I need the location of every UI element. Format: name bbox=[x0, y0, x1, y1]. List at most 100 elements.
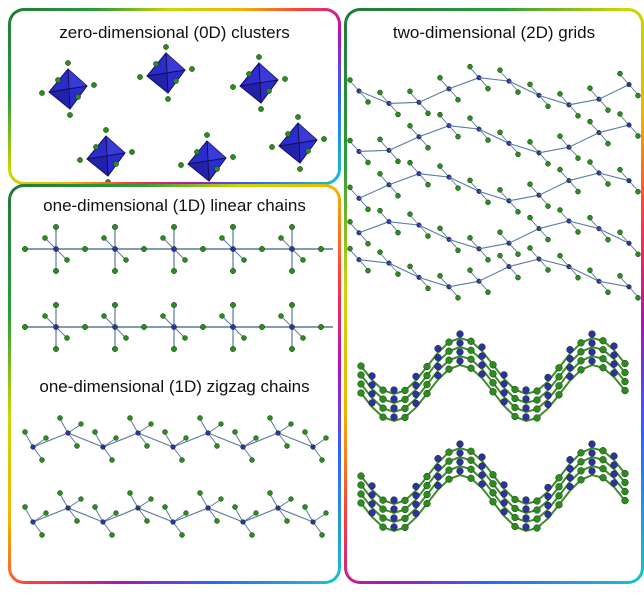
metal-atom bbox=[610, 351, 618, 359]
metal-atom bbox=[412, 399, 420, 408]
metal-atom bbox=[522, 523, 530, 531]
halide-atom bbox=[347, 245, 353, 252]
halide-atom bbox=[437, 75, 443, 81]
halide-atom bbox=[267, 415, 273, 421]
halide-atom bbox=[162, 504, 168, 510]
halide-atom bbox=[160, 313, 166, 319]
halide-atom bbox=[577, 476, 585, 484]
halide-atom bbox=[545, 236, 551, 243]
halide-atom bbox=[377, 136, 383, 143]
halide-atom bbox=[253, 510, 259, 516]
metal-atom bbox=[390, 514, 398, 522]
metal-atom bbox=[500, 398, 508, 406]
halide-atom bbox=[497, 187, 503, 193]
halide-atom bbox=[67, 112, 73, 118]
metal-atom bbox=[478, 370, 486, 378]
halide-atom bbox=[575, 274, 581, 281]
metal-atom bbox=[522, 404, 530, 412]
metal-atom bbox=[368, 491, 376, 499]
halide-atom bbox=[423, 371, 431, 380]
bond bbox=[418, 125, 450, 138]
metal-atom bbox=[522, 505, 530, 513]
metal-atom bbox=[456, 458, 464, 466]
halide-atom bbox=[377, 171, 383, 177]
halide-atom bbox=[599, 456, 607, 464]
octahedron-face bbox=[240, 83, 261, 103]
metal-atom bbox=[588, 330, 596, 338]
bond bbox=[568, 266, 600, 282]
halide-atom bbox=[467, 337, 475, 345]
metal-atom bbox=[368, 399, 376, 407]
metal-atom bbox=[522, 514, 530, 522]
halide-atom bbox=[379, 404, 387, 412]
metal-atom bbox=[610, 369, 618, 377]
metal-atom bbox=[112, 324, 118, 330]
halide-atom bbox=[401, 413, 409, 422]
halide-atom bbox=[300, 335, 306, 341]
bond bbox=[146, 69, 186, 77]
bond bbox=[568, 132, 600, 148]
halide-atom bbox=[497, 67, 503, 73]
halide-atom bbox=[189, 66, 195, 72]
bond bbox=[418, 88, 450, 103]
metal-atom bbox=[412, 372, 420, 381]
halide-atom bbox=[445, 338, 453, 346]
halide-atom bbox=[377, 249, 383, 255]
halide-atom bbox=[347, 219, 353, 225]
halide-atom bbox=[197, 415, 203, 421]
halide-atom bbox=[445, 448, 453, 456]
halide-atom bbox=[182, 257, 188, 263]
halide-atom bbox=[39, 90, 45, 96]
metal-atom bbox=[434, 481, 442, 490]
bond bbox=[269, 418, 279, 434]
halide-atom bbox=[57, 490, 63, 496]
halide-atom bbox=[555, 492, 563, 500]
halide-atom bbox=[467, 474, 475, 482]
halide-atom bbox=[577, 366, 585, 374]
halide-atom bbox=[357, 472, 365, 480]
halide-atom bbox=[74, 518, 80, 524]
metal-atom bbox=[310, 519, 316, 525]
halide-atom bbox=[22, 324, 28, 330]
halide-atom bbox=[635, 133, 641, 139]
bond bbox=[598, 84, 630, 100]
metal-atom bbox=[30, 444, 36, 450]
halide-atom bbox=[489, 388, 497, 396]
halide-atom bbox=[112, 224, 118, 230]
metal-atom bbox=[135, 505, 141, 511]
halide-atom bbox=[617, 229, 623, 236]
metal-atom bbox=[588, 348, 596, 356]
metal-atom bbox=[500, 389, 508, 397]
bond bbox=[129, 493, 139, 509]
halide-atom bbox=[144, 518, 150, 524]
metal-atom bbox=[65, 430, 71, 436]
halide-atom bbox=[53, 302, 59, 308]
octahedron-face bbox=[106, 136, 125, 156]
metal-atom bbox=[566, 483, 574, 491]
halide-atom bbox=[230, 302, 236, 308]
panel-2d-grids: two-dimensional (2D) grids bbox=[344, 8, 644, 584]
metal-atom bbox=[610, 342, 618, 350]
halide-atom bbox=[527, 139, 533, 145]
halide-atom bbox=[533, 396, 541, 404]
halide-atom bbox=[557, 133, 563, 139]
metal-atom bbox=[544, 373, 552, 382]
halide-atom bbox=[82, 324, 88, 330]
halide-atom bbox=[533, 524, 541, 532]
halide-atom bbox=[278, 235, 284, 241]
halide-atom bbox=[113, 510, 119, 516]
halide-atom bbox=[194, 149, 200, 155]
halide-atom bbox=[617, 70, 623, 77]
halide-atom bbox=[22, 504, 28, 510]
halide-atom bbox=[533, 497, 541, 505]
metal-atom bbox=[368, 509, 376, 517]
halide-atom bbox=[288, 421, 294, 427]
halide-atom bbox=[423, 499, 431, 508]
metal-atom bbox=[275, 505, 281, 511]
halide-atom bbox=[91, 82, 97, 88]
bond bbox=[358, 90, 390, 104]
metal-atom bbox=[434, 353, 442, 362]
metal-atom bbox=[544, 510, 552, 519]
metal-atom bbox=[626, 178, 632, 184]
halide-atom bbox=[183, 510, 189, 516]
